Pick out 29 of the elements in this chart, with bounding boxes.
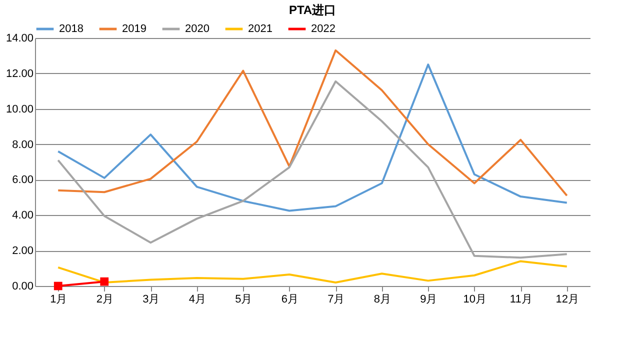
- y-tick-label: 12.00: [6, 68, 34, 80]
- x-tick-label: 4月: [188, 294, 206, 306]
- y-tick-label: 0.00: [12, 280, 34, 292]
- y-tick-label: 2.00: [12, 245, 34, 258]
- x-tick-label: 6月: [281, 294, 298, 306]
- x-tick-label: 10月: [463, 294, 486, 306]
- y-tick-label: 14.00: [6, 32, 34, 44]
- y-tick-label: 8.00: [12, 138, 34, 151]
- y-tick-label: 4.00: [12, 210, 34, 222]
- line-series: [57, 80, 568, 259]
- legend-label: 2021: [248, 23, 272, 35]
- chart-title: PTA进口: [288, 3, 336, 17]
- y-tick-label: 10.00: [6, 103, 34, 116]
- line-series: [57, 64, 568, 212]
- x-tick-label: 12月: [556, 294, 579, 306]
- legend-label: 2022: [311, 23, 336, 35]
- x-tick-label: 5月: [235, 294, 252, 306]
- x-tick-label: 9月: [420, 294, 438, 306]
- x-tick-label: 7月: [328, 294, 345, 306]
- x-tick-label: 8月: [374, 294, 391, 306]
- x-tick-label: 3月: [142, 294, 160, 306]
- line-series: [57, 49, 568, 197]
- legend-label: 2019: [122, 23, 146, 35]
- legend-label: 2020: [185, 23, 210, 35]
- x-tick-label: 11月: [510, 294, 532, 306]
- x-tick-label: 1月: [50, 294, 68, 306]
- legend-label: 2018: [59, 23, 84, 35]
- x-tick-label: 2月: [96, 294, 114, 306]
- y-tick-label: 6.00: [12, 174, 34, 186]
